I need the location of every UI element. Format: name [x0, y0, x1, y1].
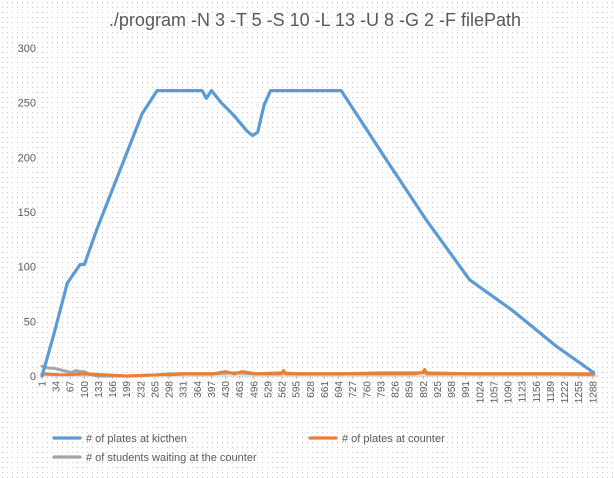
x-tick-label: 892	[419, 381, 430, 398]
x-tick-label: 529	[263, 381, 274, 398]
x-axis-ticks: 1 34 67 100 133 166 199 232 265 298 331 364 397 430 46…	[38, 376, 599, 404]
y-tick-label: 300	[18, 43, 36, 55]
x-tick-label: 859	[405, 381, 416, 398]
x-tick-label: 199	[122, 381, 133, 398]
x-tick-label: 991	[461, 381, 472, 398]
x-tick-label: 463	[235, 381, 246, 398]
x-tick-label: 1156	[532, 381, 543, 403]
x-tick-label: 727	[348, 381, 359, 398]
x-tick-label: 793	[376, 381, 387, 398]
x-tick-label: 1288	[588, 381, 599, 404]
series-line-plates-at-counter	[40, 367, 596, 378]
y-tick-label: 250	[18, 98, 36, 110]
x-tick-label: 133	[94, 381, 105, 398]
x-tick-label: 958	[447, 381, 458, 398]
y-tick-label: 150	[18, 207, 36, 219]
x-tick-label: 298	[165, 381, 176, 398]
legend: # of plates at kicthen # of plates at cou…	[52, 433, 445, 464]
x-tick-label: 496	[249, 381, 260, 398]
x-tick-label: 166	[108, 381, 119, 398]
x-tick-label: 1222	[560, 381, 571, 404]
x-tick-label: 232	[136, 381, 147, 398]
legend-label: # of plates at counter	[342, 433, 445, 445]
x-tick-label: 925	[433, 381, 444, 398]
x-tick-label: 331	[179, 381, 190, 398]
x-tick-label: 694	[334, 381, 345, 398]
x-tick-label: 760	[362, 381, 373, 398]
legend-label: # of students waiting at the counter	[86, 452, 257, 464]
x-tick-label: 661	[320, 381, 331, 398]
y-tick-label: 0	[30, 371, 36, 383]
x-tick-label: 562	[278, 381, 289, 398]
y-tick-label: 50	[24, 316, 36, 328]
x-tick-label: 364	[193, 381, 204, 398]
x-tick-label: 430	[221, 381, 232, 398]
x-tick-label: 265	[150, 381, 161, 398]
y-tick-label: 100	[18, 262, 36, 274]
y-axis-ticks: 0 50 100 150 200 250 300	[18, 43, 36, 383]
series-layer	[40, 88, 596, 378]
x-tick-label: 1057	[489, 381, 500, 404]
x-tick-label: 826	[391, 381, 402, 398]
x-tick-label: 100	[80, 381, 91, 398]
x-tick-label: 628	[306, 381, 317, 398]
x-tick-label: 1255	[574, 381, 585, 404]
legend-label: # of plates at kicthen	[86, 433, 187, 445]
x-tick-label: 397	[207, 381, 218, 398]
y-tick-label: 200	[18, 152, 36, 164]
x-tick-label: 67	[66, 381, 77, 393]
x-tick-label: 1123	[518, 381, 529, 403]
x-tick-label: 1189	[546, 381, 557, 403]
x-tick-label: 34	[52, 381, 63, 393]
x-tick-label: 595	[292, 381, 303, 398]
x-tick-label: 1024	[475, 381, 486, 404]
chart-title: ./program -N 3 -T 5 -S 10 -L 13 -U 8 -G …	[109, 10, 521, 30]
x-tick-label: 1090	[504, 381, 515, 404]
series-line-plates-at-kitchen	[40, 88, 596, 378]
x-tick-label: 1	[38, 381, 49, 387]
